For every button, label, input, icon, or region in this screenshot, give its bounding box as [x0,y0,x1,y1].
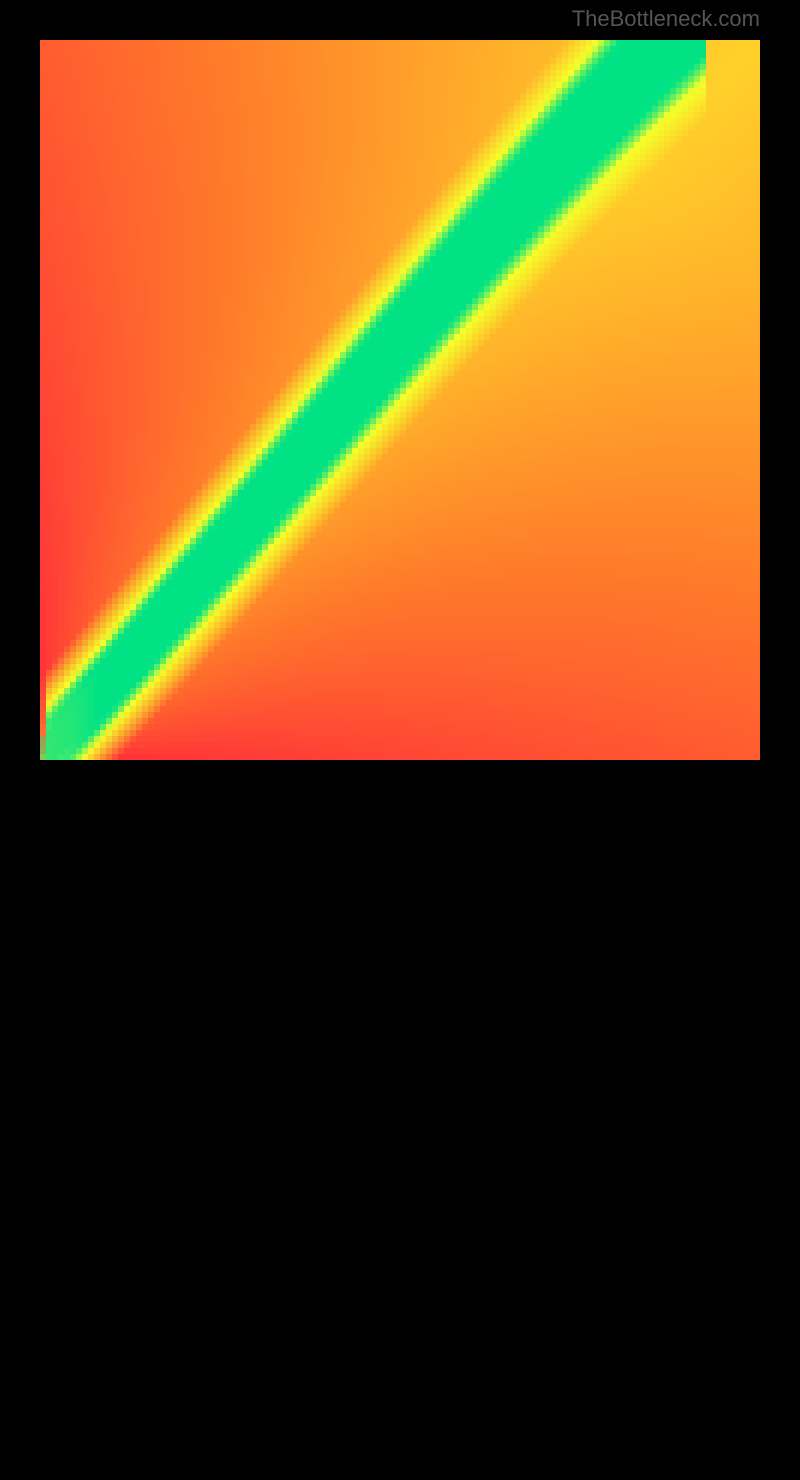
chart-container: TheBottleneck.com [0,0,800,800]
crosshair-vertical-line [261,760,262,1480]
crosshair-dot [257,1277,266,1286]
watermark-text: TheBottleneck.com [572,6,760,32]
heatmap-canvas [40,40,760,760]
plot-area [40,40,760,760]
crosshair-horizontal-line [40,1281,760,1282]
